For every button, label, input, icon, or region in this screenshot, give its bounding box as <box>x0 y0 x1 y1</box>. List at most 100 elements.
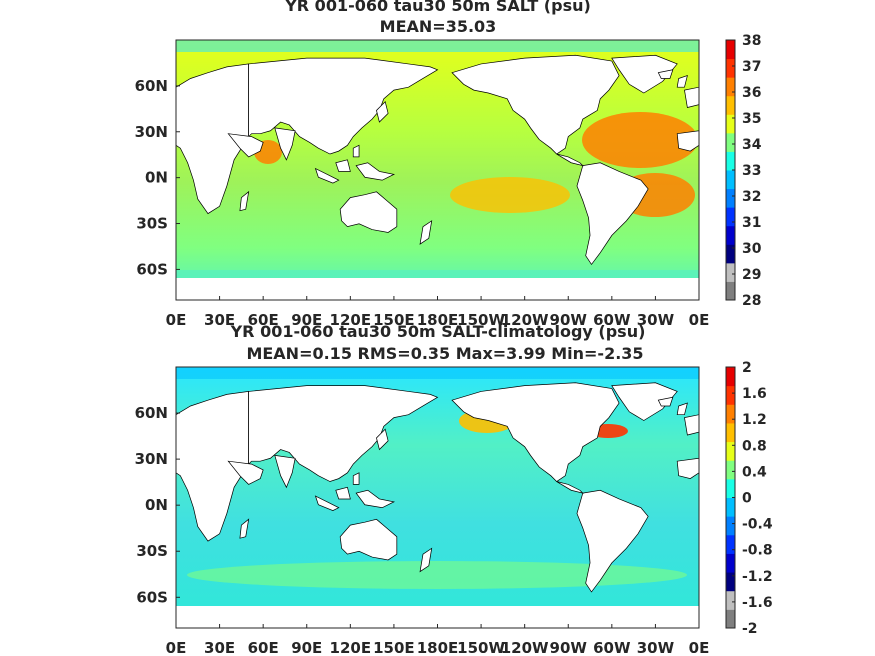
bottom-colorbar-tick-label: 0.4 <box>742 464 767 480</box>
bottom-colorbar-segment <box>726 609 735 629</box>
top-colorbar-tick-label: 34 <box>742 137 762 153</box>
bottom-colorbar-segment <box>726 478 735 498</box>
bottom-colorbar-tick-label: -0.8 <box>742 543 773 559</box>
bottom-x-tick-label: 30W <box>637 639 675 656</box>
bottom-colorbar-tick-label: -2 <box>742 621 758 637</box>
bottom-colorbar-tick-label: 1.6 <box>742 386 767 402</box>
top-y-tick-labels: 60N 30N 0N 30S 60S <box>135 77 180 278</box>
top-x-tick-label: 90E <box>291 311 322 329</box>
top-colorbar-segment <box>726 281 735 301</box>
bottom-y-tick-label: 60S <box>136 588 168 606</box>
top-colorbar-tick-label: 33 <box>742 163 761 179</box>
top-colorbar-tick-label: 37 <box>742 59 761 75</box>
top-x-tick-label: 120W <box>501 311 549 329</box>
bottom-colorbar-segment <box>726 553 735 573</box>
top-colorbar-segment <box>726 114 735 134</box>
top-colorbar-segment <box>726 95 735 115</box>
top-colorbar-segment <box>726 77 735 97</box>
top-x-tick-label: 0E <box>166 311 187 329</box>
bottom-x-tick-label: 30E <box>204 639 235 656</box>
top-x-tick-label: 120E <box>330 311 372 329</box>
top-subtitle: MEAN=35.03 <box>380 17 497 36</box>
top-colorbar-tick-label: 31 <box>742 215 761 231</box>
bottom-colorbar-segment <box>726 367 735 387</box>
bottom-colorbar-tick-label: 1.2 <box>742 412 767 428</box>
bottom-southern-band <box>187 561 687 589</box>
bottom-x-tick-label: 0E <box>166 639 187 656</box>
top-colorbar-segment <box>726 151 735 171</box>
top-x-tick-label: 60E <box>248 311 279 329</box>
bottom-colorbar-segment <box>726 385 735 405</box>
bottom-colorbar-tick-label: -1.6 <box>742 595 773 611</box>
top-y-tick-label: 0N <box>145 169 168 187</box>
top-x-tick-label: 150E <box>373 311 415 329</box>
top-colorbar-segment <box>726 132 735 152</box>
top-colorbar-segment <box>726 225 735 245</box>
top-x-tick-label: 90W <box>550 311 588 329</box>
bottom-x-tick-label: 90E <box>291 639 322 656</box>
bottom-map <box>175 366 700 629</box>
top-y-tick-label: 30N <box>135 123 168 141</box>
top-colorbar-segment <box>726 207 735 227</box>
top-colorbar-tick-label: 30 <box>742 241 762 257</box>
bottom-x-tick-label: 150E <box>373 639 415 656</box>
top-colorbar-segment <box>726 262 735 282</box>
bottom-colorbar-segment <box>726 534 735 554</box>
bottom-x-tick-label: 120W <box>501 639 549 656</box>
top-colorbar-segment <box>726 170 735 190</box>
bottom-y-tick-label: 30N <box>135 450 168 468</box>
bottom-arctic <box>176 367 699 379</box>
bottom-colorbar-segment <box>726 422 735 443</box>
top-antarctica <box>176 278 699 300</box>
bottom-x-tick-label: 90W <box>550 639 588 656</box>
top-colorbar-tick-label: 28 <box>742 293 761 309</box>
bottom-y-tick-labels: 60N 30N 0N 30S 60S <box>135 404 180 606</box>
top-colorbar-segment <box>726 188 735 208</box>
top-title: YR 001-060 tau30 50m SALT (psu) <box>284 0 591 15</box>
top-pacific-high <box>450 177 570 213</box>
bottom-x-tick-label: 60W <box>593 639 631 656</box>
bottom-colorbar-segment <box>726 516 735 536</box>
top-colorbar-tick-label: 32 <box>742 189 761 205</box>
bottom-x-tick-label: 150W <box>457 639 505 656</box>
top-colorbar-tick-label: 36 <box>742 85 761 101</box>
top-y-tick-label: 60S <box>136 260 168 278</box>
top-colorbar-tick-label: 38 <box>742 33 761 49</box>
bottom-colorbar-segment <box>726 404 735 424</box>
top-colorbar-tick-label: 29 <box>742 267 761 283</box>
bottom-colorbar-segment <box>726 441 735 461</box>
bottom-colorbar-segment <box>726 460 735 480</box>
top-x-tick-label: 180E <box>417 311 459 329</box>
bottom-x-tick-label: 60E <box>248 639 279 656</box>
top-x-tick-label: 30W <box>637 311 675 329</box>
bottom-x-tick-label: 120E <box>330 639 372 656</box>
bottom-colorbar-tick-label: -0.4 <box>742 517 773 533</box>
bottom-colorbar-tick-label: 0 <box>742 491 752 507</box>
bottom-y-tick-label: 60N <box>135 404 168 422</box>
bottom-x-tick-label: 180E <box>417 639 459 656</box>
top-colorbar-segment <box>726 244 735 264</box>
top-x-tick-label: 30E <box>204 311 235 329</box>
top-map <box>175 39 700 301</box>
bottom-y-tick-label: 30S <box>136 542 168 560</box>
top-atlantic-high <box>582 112 698 168</box>
top-x-tick-label: 60W <box>593 311 631 329</box>
bottom-colorbar-tick-label: -1.2 <box>742 569 773 585</box>
top-colorbar: 38 37 36 35 34 33 32 31 30 29 28 <box>725 33 762 309</box>
top-y-tick-label: 30S <box>136 215 168 233</box>
top-x-tick-label: 150W <box>457 311 505 329</box>
bottom-colorbar-segment <box>726 572 735 592</box>
top-y-tick-label: 60N <box>135 77 168 95</box>
bottom-title: YR 001-060 tau30 50m SALT-climatology (p… <box>230 322 646 341</box>
bottom-subtitle: MEAN=0.15 RMS=0.35 Max=3.99 Min=-2.35 <box>246 344 643 363</box>
bottom-x-tick-label: 0E <box>689 639 710 656</box>
bottom-antarctica <box>176 606 699 628</box>
bottom-y-tick-label: 0N <box>145 496 168 514</box>
top-x-tick-label: 0E <box>689 311 710 329</box>
bottom-colorbar-tick-label: 2 <box>742 360 752 376</box>
top-colorbar-segment <box>726 40 735 60</box>
bottom-colorbar: 2 1.6 1.2 0.8 0.4 0 -0.4 -0.8 -1.2 -1.6 -2 <box>725 360 773 637</box>
top-colorbar-segment <box>726 58 735 78</box>
